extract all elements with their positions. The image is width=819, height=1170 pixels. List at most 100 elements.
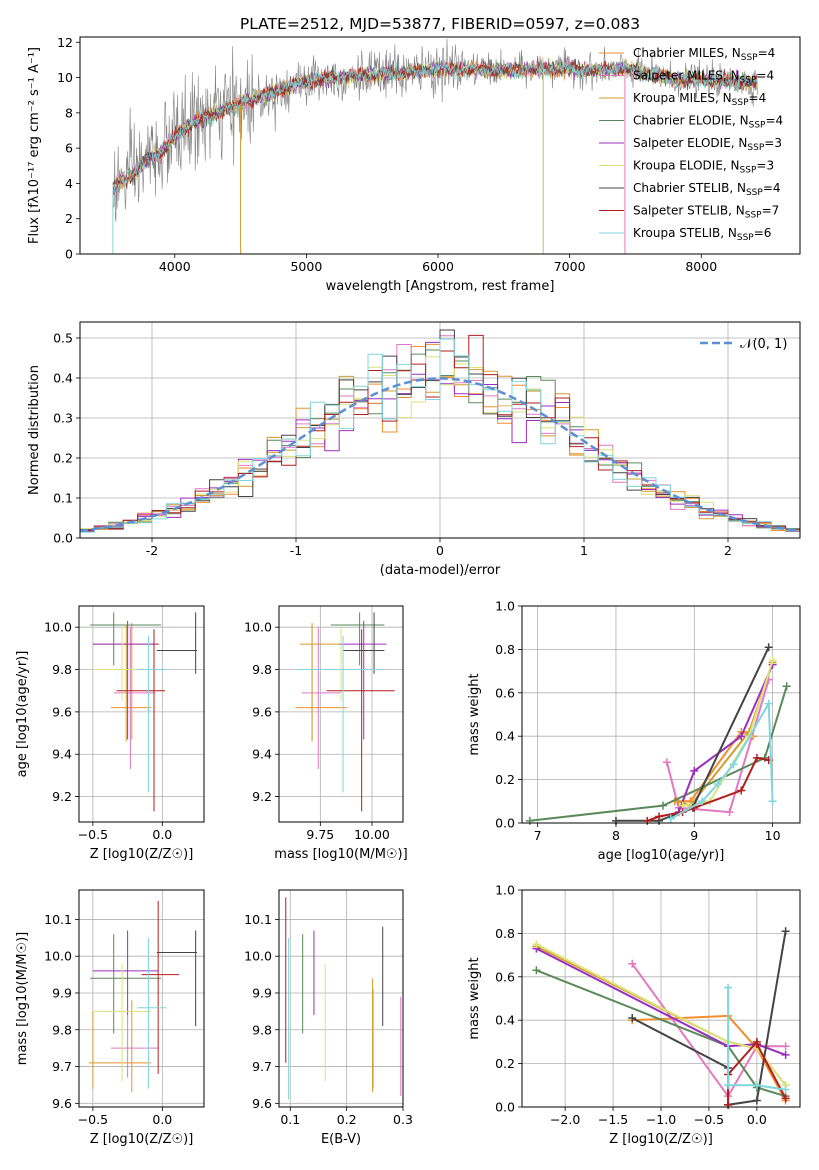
- weight-point-marker: [764, 643, 773, 652]
- weight-point-marker: [666, 814, 675, 823]
- y-tick-label: 9.6: [52, 704, 72, 719]
- y-tick-label: 9.2: [252, 789, 272, 804]
- y-tick-label: 0.4: [53, 371, 73, 386]
- x-axis-label: (data-model)/error: [380, 563, 501, 578]
- x-tick-label: −0.5: [78, 1112, 108, 1127]
- y-tick-label: 9.7: [252, 1059, 272, 1074]
- weight-point-marker: [752, 1096, 761, 1105]
- weight-point-marker: [764, 699, 773, 708]
- x-tick-label: 10.00: [354, 827, 390, 842]
- residual-histogram-panel: -2 -1 0 1 2 0.0 0.1 0.2 0.3 0.4 0.5 (data-model)/er…: [27, 321, 801, 578]
- x-tick-label: 0: [436, 543, 444, 558]
- x-axis-label: mass [log10(M/M☉)]: [274, 847, 407, 862]
- x-axis-label: Z [log10(Z/Z☉)]: [609, 1132, 713, 1147]
- x-tick-label: −0.5: [694, 1112, 724, 1127]
- y-tick-label: 0.2: [53, 451, 73, 466]
- legend-entry: Salpeter STELIB, NSSP=7: [633, 204, 779, 221]
- weight-point-marker: [628, 959, 637, 968]
- weight-point-marker: [752, 1040, 761, 1049]
- y-tick-label: 0.4: [495, 729, 515, 744]
- legend-entry: Kroupa ELODIE, NSSP=3: [633, 159, 774, 176]
- x-axis-label: E(B-V): [321, 1132, 361, 1147]
- x-axis-label: Z [log10(Z/Z☉)]: [90, 1132, 194, 1147]
- model-spectrum-line: [112, 58, 758, 193]
- y-axis-label: mass weight: [467, 957, 482, 1039]
- weight-series-line: [536, 969, 786, 1098]
- legend-entry: Chabrier ELODIE, NSSP=4: [633, 114, 783, 131]
- y-axis-label: Normed distribution: [27, 365, 42, 495]
- axes-frame: [78, 605, 205, 823]
- mass-vs-metallicity-panel: −0.5 0.0 9.6 9.7 9.8 9.9 10.0 10.1 Z [log10(Z/Z☉…: [15, 889, 205, 1147]
- y-tick-label: 10.0: [244, 949, 272, 964]
- weight-point-marker: [781, 1085, 790, 1094]
- plot-area: [90, 612, 198, 812]
- y-axis-label: Flux [fλ10⁻¹⁷ erg cm⁻² s⁻¹ A⁻¹]: [27, 47, 42, 244]
- x-axis-label: wavelength [Angstrom, rest frame]: [326, 279, 555, 294]
- spectrum-panel: 4000 5000 6000 7000 8000 0 2 4 6 8 10 12 wavelength …: [27, 35, 801, 294]
- y-tick-label: 0.2: [495, 772, 515, 787]
- weight-series-line: [529, 686, 788, 822]
- x-tick-label: 6000: [422, 259, 454, 274]
- x-tick-label: 8: [612, 828, 620, 843]
- legend-entry: Chabrier STELIB, NSSP=4: [633, 181, 781, 198]
- weight-point-marker: [752, 753, 761, 762]
- x-tick-label: 8000: [685, 259, 717, 274]
- y-tick-label: 0.8: [495, 642, 515, 657]
- y-tick-label: 0.3: [53, 411, 73, 426]
- y-tick-label: 4: [65, 176, 73, 191]
- weight-point-marker: [658, 801, 667, 810]
- y-tick-label: 0.2: [495, 1056, 515, 1071]
- x-tick-label: 7000: [554, 259, 586, 274]
- axes-frame: [521, 605, 801, 824]
- y-tick-label: 9.8: [252, 1022, 272, 1037]
- weight-point-marker: [782, 682, 791, 691]
- y-tick-label: 0.6: [495, 685, 515, 700]
- x-tick-label: 4000: [159, 259, 191, 274]
- normal-distribution-curve: [79, 377, 801, 533]
- weight-point-marker: [532, 940, 541, 949]
- weight-point-marker: [532, 966, 541, 975]
- x-tick-label: 2: [724, 543, 732, 558]
- y-tick-label: 10: [57, 70, 73, 85]
- weight-vs-metallicity-panel: −2.0 −1.5 −1.0 −0.5 0.0 0.0 0.2 0.4 0.6 0.8 1.0 Z […: [467, 883, 801, 1147]
- legend-entry: Salpeter MILES, NSSP=4: [633, 69, 774, 86]
- legend-entry: Kroupa MILES, NSSP=4: [633, 91, 766, 108]
- plot-area: [285, 897, 402, 1100]
- weight-series-line: [535, 943, 787, 1086]
- y-tick-label: 8: [65, 105, 73, 120]
- y-tick-label: 0: [65, 247, 73, 262]
- weight-point-marker: [628, 1014, 637, 1023]
- weight-point-marker: [781, 1042, 790, 1051]
- weight-series-line: [631, 963, 786, 1099]
- age-vs-mass-panel: 9.75 10.00 9.2 9.4 9.6 9.8 10.0 mass [log10(M/M…: [244, 605, 408, 862]
- figure-title: PLATE=2512, MJD=53877, FIBERID=0597, z=0…: [240, 15, 640, 33]
- plot-area: [295, 612, 395, 812]
- y-axis-label: age [log10(age/yr)]: [15, 651, 30, 778]
- y-tick-label: 0.6: [495, 969, 515, 984]
- weight-point-marker: [662, 758, 671, 767]
- x-tick-label: 0.0: [152, 1112, 172, 1127]
- legend-entry: Kroupa STELIB, NSSP=6: [633, 226, 771, 243]
- y-tick-label: 1.0: [495, 599, 515, 614]
- weight-series-line: [665, 679, 770, 814]
- y-tick-label: 0.8: [495, 926, 515, 941]
- age-vs-metallicity-panel: −0.5 0.0 9.2 9.4 9.6 9.8 10.0 Z [log10(Z/Z☉)] ag…: [15, 605, 205, 862]
- x-tick-label: -2: [146, 543, 158, 558]
- y-tick-label: 10.1: [44, 912, 72, 927]
- weight-point-marker: [752, 1081, 761, 1090]
- x-tick-label: −1.0: [646, 1112, 676, 1127]
- y-tick-label: 9.2: [52, 789, 72, 804]
- x-tick-label: 0.3: [393, 1112, 413, 1127]
- weight-point-marker: [690, 766, 699, 775]
- x-tick-label: 0.0: [152, 827, 172, 842]
- y-axis-label: mass weight: [467, 673, 482, 755]
- y-tick-label: 10.0: [244, 620, 272, 635]
- y-tick-label: 0.0: [53, 531, 73, 546]
- y-tick-label: 9.8: [52, 662, 72, 677]
- weight-vs-age-panel: 7 8 9 10 0.0 0.2 0.4 0.6 0.8 1.0 age [log10(age/yr…: [467, 599, 801, 863]
- spectrum-legend: Chabrier MILES, NSSP=4 Salpeter MILES, NS…: [599, 46, 783, 243]
- y-tick-label: 1.0: [495, 883, 515, 898]
- y-tick-label: 9.8: [52, 1022, 72, 1037]
